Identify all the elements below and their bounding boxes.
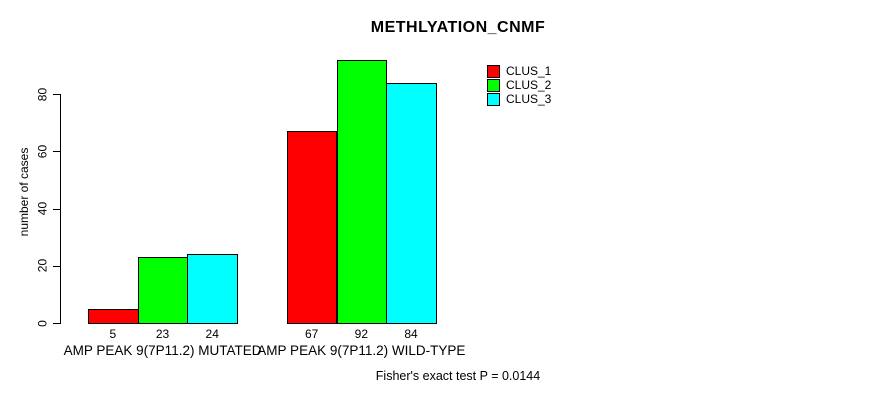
y-tick: [53, 151, 60, 153]
bar-clus_1-group1: [88, 308, 139, 324]
bar-clus_3-group1: [187, 254, 239, 324]
y-tick: [53, 323, 60, 324]
bar-value-label: 84: [404, 327, 418, 341]
bar-value-label: 23: [155, 327, 170, 341]
legend-item-clus_3: CLUS_3: [487, 93, 551, 106]
legend: CLUS_1 CLUS_2 CLUS_3: [487, 65, 551, 106]
bar-clus_2-group2: [336, 59, 388, 324]
y-axis-line: [60, 94, 61, 324]
bar-value-label: 5: [109, 327, 117, 341]
bar-clus_1-group2: [286, 131, 338, 324]
y-tick: [53, 265, 60, 267]
legend-label: CLUS_2: [506, 78, 552, 92]
y-tick-label: 40: [35, 201, 50, 216]
y-tick-label: 60: [35, 144, 50, 159]
y-axis-label: number of cases: [17, 147, 31, 237]
bar-clus_2-group1: [137, 257, 189, 324]
legend-label: CLUS_3: [506, 92, 552, 106]
fisher-test-subtitle: Fisher's exact test P = 0.0144: [375, 369, 541, 383]
legend-swatch-icon: [487, 65, 500, 78]
category-label: AMP PEAK 9(7P11.2) MUTATED: [63, 343, 262, 358]
legend-swatch-icon: [487, 79, 500, 92]
bar-value-label: 67: [304, 327, 319, 341]
bar-value-label: 92: [354, 327, 369, 341]
chart-title: METHLYATION_CNMF: [370, 19, 546, 36]
bar-clus_3-group2: [386, 82, 437, 324]
legend-item-clus_1: CLUS_1: [487, 65, 551, 78]
y-tick-label: 0: [35, 319, 50, 327]
y-tick-label: 20: [35, 259, 50, 273]
bar-value-label: 24: [205, 327, 219, 341]
y-tick: [53, 94, 60, 96]
category-label: AMP PEAK 9(7P11.2) WILD-TYPE: [257, 343, 466, 358]
legend-item-clus_2: CLUS_2: [487, 79, 551, 92]
legend-swatch-icon: [487, 93, 500, 106]
y-tick-label: 80: [35, 87, 50, 101]
y-tick: [53, 208, 60, 210]
legend-label: CLUS_1: [506, 64, 552, 78]
